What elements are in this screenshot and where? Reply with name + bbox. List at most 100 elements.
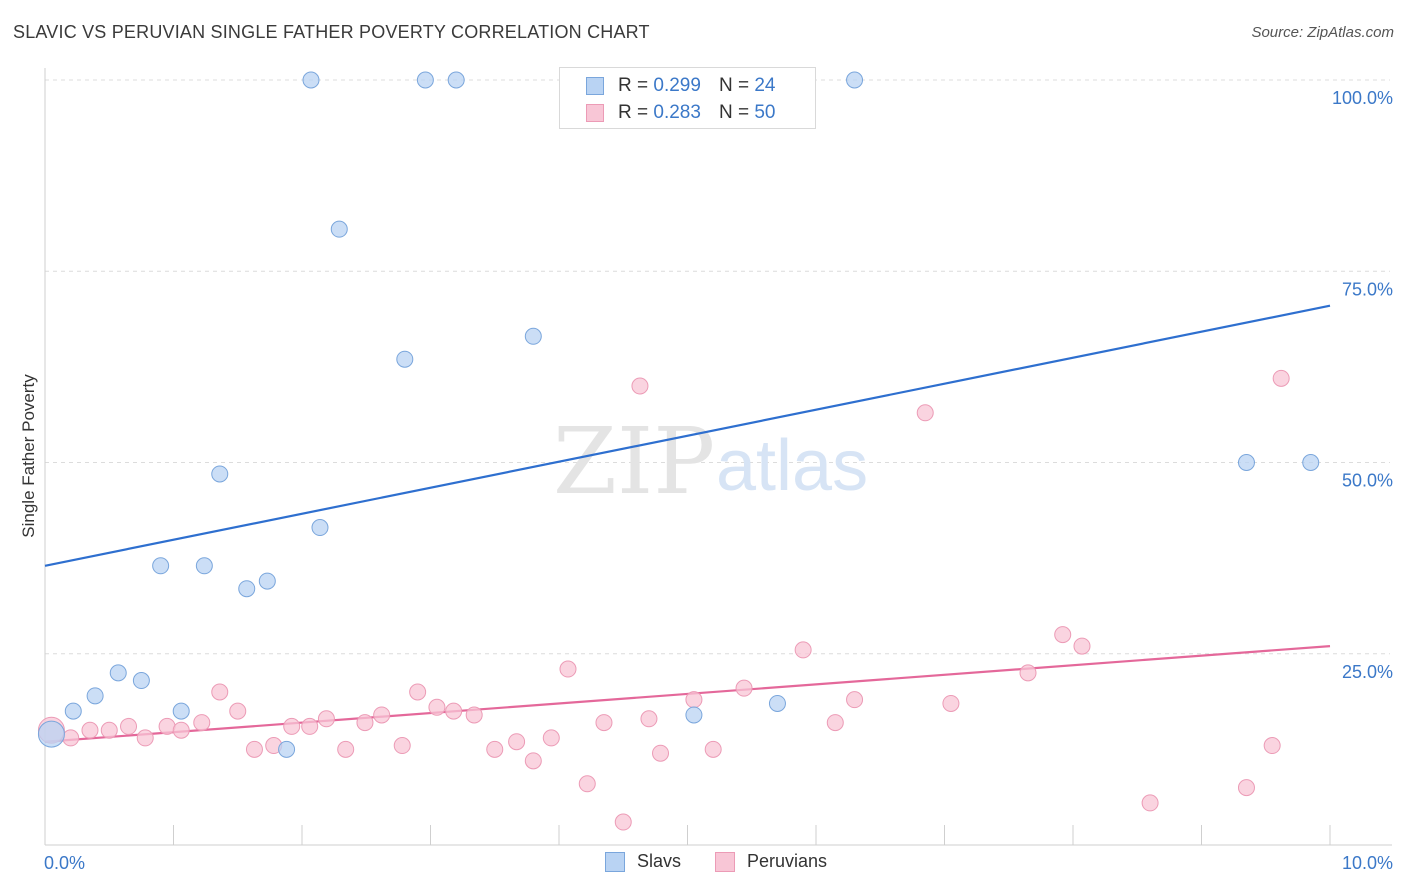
peruvians-point	[631, 377, 649, 395]
slavs-point	[330, 220, 348, 238]
peruvians-point	[465, 706, 483, 724]
peruvians-point	[1073, 637, 1091, 655]
watermark-atlas: atlas	[716, 426, 868, 506]
peruvians-point	[317, 710, 335, 728]
slavs-point	[195, 557, 213, 575]
peruvians-point	[409, 683, 427, 701]
y-tick-label: 75.0%	[1342, 279, 1393, 299]
peruvians-point	[245, 740, 263, 758]
peruvians-point	[356, 714, 374, 732]
peruvians-point	[193, 714, 211, 732]
slavs-point	[132, 672, 150, 690]
peruvians-point	[1141, 794, 1159, 812]
peruvians-trend-line	[44, 645, 1331, 743]
stats-legend: R = 0.299 N = 24 R = 0.283 N = 50	[559, 67, 816, 129]
watermark: ZIP atlas	[553, 408, 868, 515]
slavs-point	[211, 465, 229, 483]
peruvians-point	[524, 752, 542, 770]
peruvians-point	[826, 714, 844, 732]
peruvians-point	[916, 404, 934, 422]
x-tick-label-max: 10.0%	[1342, 853, 1393, 873]
slavs-point	[524, 327, 542, 345]
slavs-point	[416, 71, 434, 89]
peruvians-r-label: R =	[618, 102, 649, 123]
peruvians-point	[640, 710, 658, 728]
peruvians-point	[846, 691, 864, 709]
slavs-point	[86, 687, 104, 705]
slavs-point	[685, 706, 703, 724]
peruvians-point	[486, 740, 504, 758]
slavs-point	[258, 572, 276, 590]
slavs-n-label: N =	[718, 75, 750, 96]
slavs-legend-label: Slavs	[637, 851, 682, 871]
slavs-point	[447, 71, 465, 89]
slavs-point	[64, 702, 82, 720]
peruvians-point	[428, 698, 446, 716]
peruvians-point	[158, 717, 176, 735]
peruvians-point	[735, 679, 753, 697]
peruvians-swatch	[586, 104, 604, 122]
peruvians-point	[942, 694, 960, 712]
slavs-point	[1237, 454, 1255, 471]
chart-title: SLAVIC VS PERUVIAN SINGLE FATHER POVERTY…	[13, 22, 650, 42]
slavs-trend-line	[44, 304, 1331, 567]
slavs-n-value: 24	[754, 75, 776, 96]
watermark-zip: ZIP	[553, 408, 715, 515]
slavs-r-value: 0.299	[653, 75, 701, 96]
y-tick-label: 100.0%	[1332, 88, 1393, 108]
peruvians-legend-swatch	[715, 851, 735, 872]
peruvians-point	[595, 714, 613, 732]
axes	[44, 68, 1392, 846]
peruvians-point	[62, 729, 80, 747]
peruvians-point	[704, 740, 722, 758]
peruvians-point	[337, 740, 355, 758]
peruvians-point	[1054, 626, 1072, 644]
slavs-point	[172, 702, 190, 720]
peruvians-point	[445, 702, 463, 720]
peruvians-r-value: 0.283	[653, 102, 701, 123]
slavs-swatch	[586, 77, 604, 95]
peruvians-point	[136, 729, 154, 747]
slavs-point	[768, 694, 786, 712]
slavs-point	[37, 720, 65, 748]
peruvians-point	[559, 660, 577, 678]
slavs-point	[238, 580, 256, 598]
peruvians-point	[100, 721, 118, 739]
data-points	[37, 71, 1320, 831]
legend-row-peruvians: R = 0.283 N = 50	[586, 100, 775, 126]
peruvians-point	[81, 721, 99, 739]
peruvians-point	[172, 721, 190, 739]
peruvians-point	[1237, 779, 1255, 797]
y-tick-label: 25.0%	[1342, 662, 1393, 682]
tick-labels: 25.0% 50.0% 75.0% 100.0% 0.0% 10.0% Single Fat…	[19, 88, 1393, 873]
peruvians-point	[393, 737, 411, 755]
bottom-legend-slavs: Slavs	[605, 851, 681, 872]
bottom-legend-peruvians: Peruvians	[715, 851, 827, 872]
slavs-point	[396, 350, 414, 368]
slavs-point	[311, 519, 329, 537]
peruvians-point	[652, 744, 670, 762]
peruvians-point	[120, 717, 138, 735]
peruvians-point	[542, 729, 560, 747]
slavs-point	[278, 740, 296, 758]
y-tick-label: 50.0%	[1342, 471, 1393, 491]
peruvians-point	[283, 717, 301, 735]
peruvians-point	[211, 683, 229, 701]
peruvians-legend-label: Peruvians	[747, 851, 828, 871]
peruvians-point	[229, 702, 247, 720]
source-label: Source: ZipAtlas.com	[1251, 24, 1394, 41]
peruvians-point	[1019, 664, 1037, 682]
slavs-point	[846, 71, 864, 89]
slavs-point	[109, 664, 127, 682]
peruvians-point	[301, 717, 319, 735]
x-tick-label-min: 0.0%	[44, 853, 85, 873]
peruvians-point	[794, 641, 812, 659]
peruvians-point	[578, 775, 596, 793]
trend-lines	[44, 304, 1331, 743]
peruvians-point	[508, 733, 526, 751]
grid-lines	[45, 79, 1390, 655]
peruvians-point	[614, 813, 632, 831]
peruvians-n-value: 50	[754, 102, 776, 123]
legend-row-slavs: R = 0.299 N = 24	[586, 73, 775, 99]
